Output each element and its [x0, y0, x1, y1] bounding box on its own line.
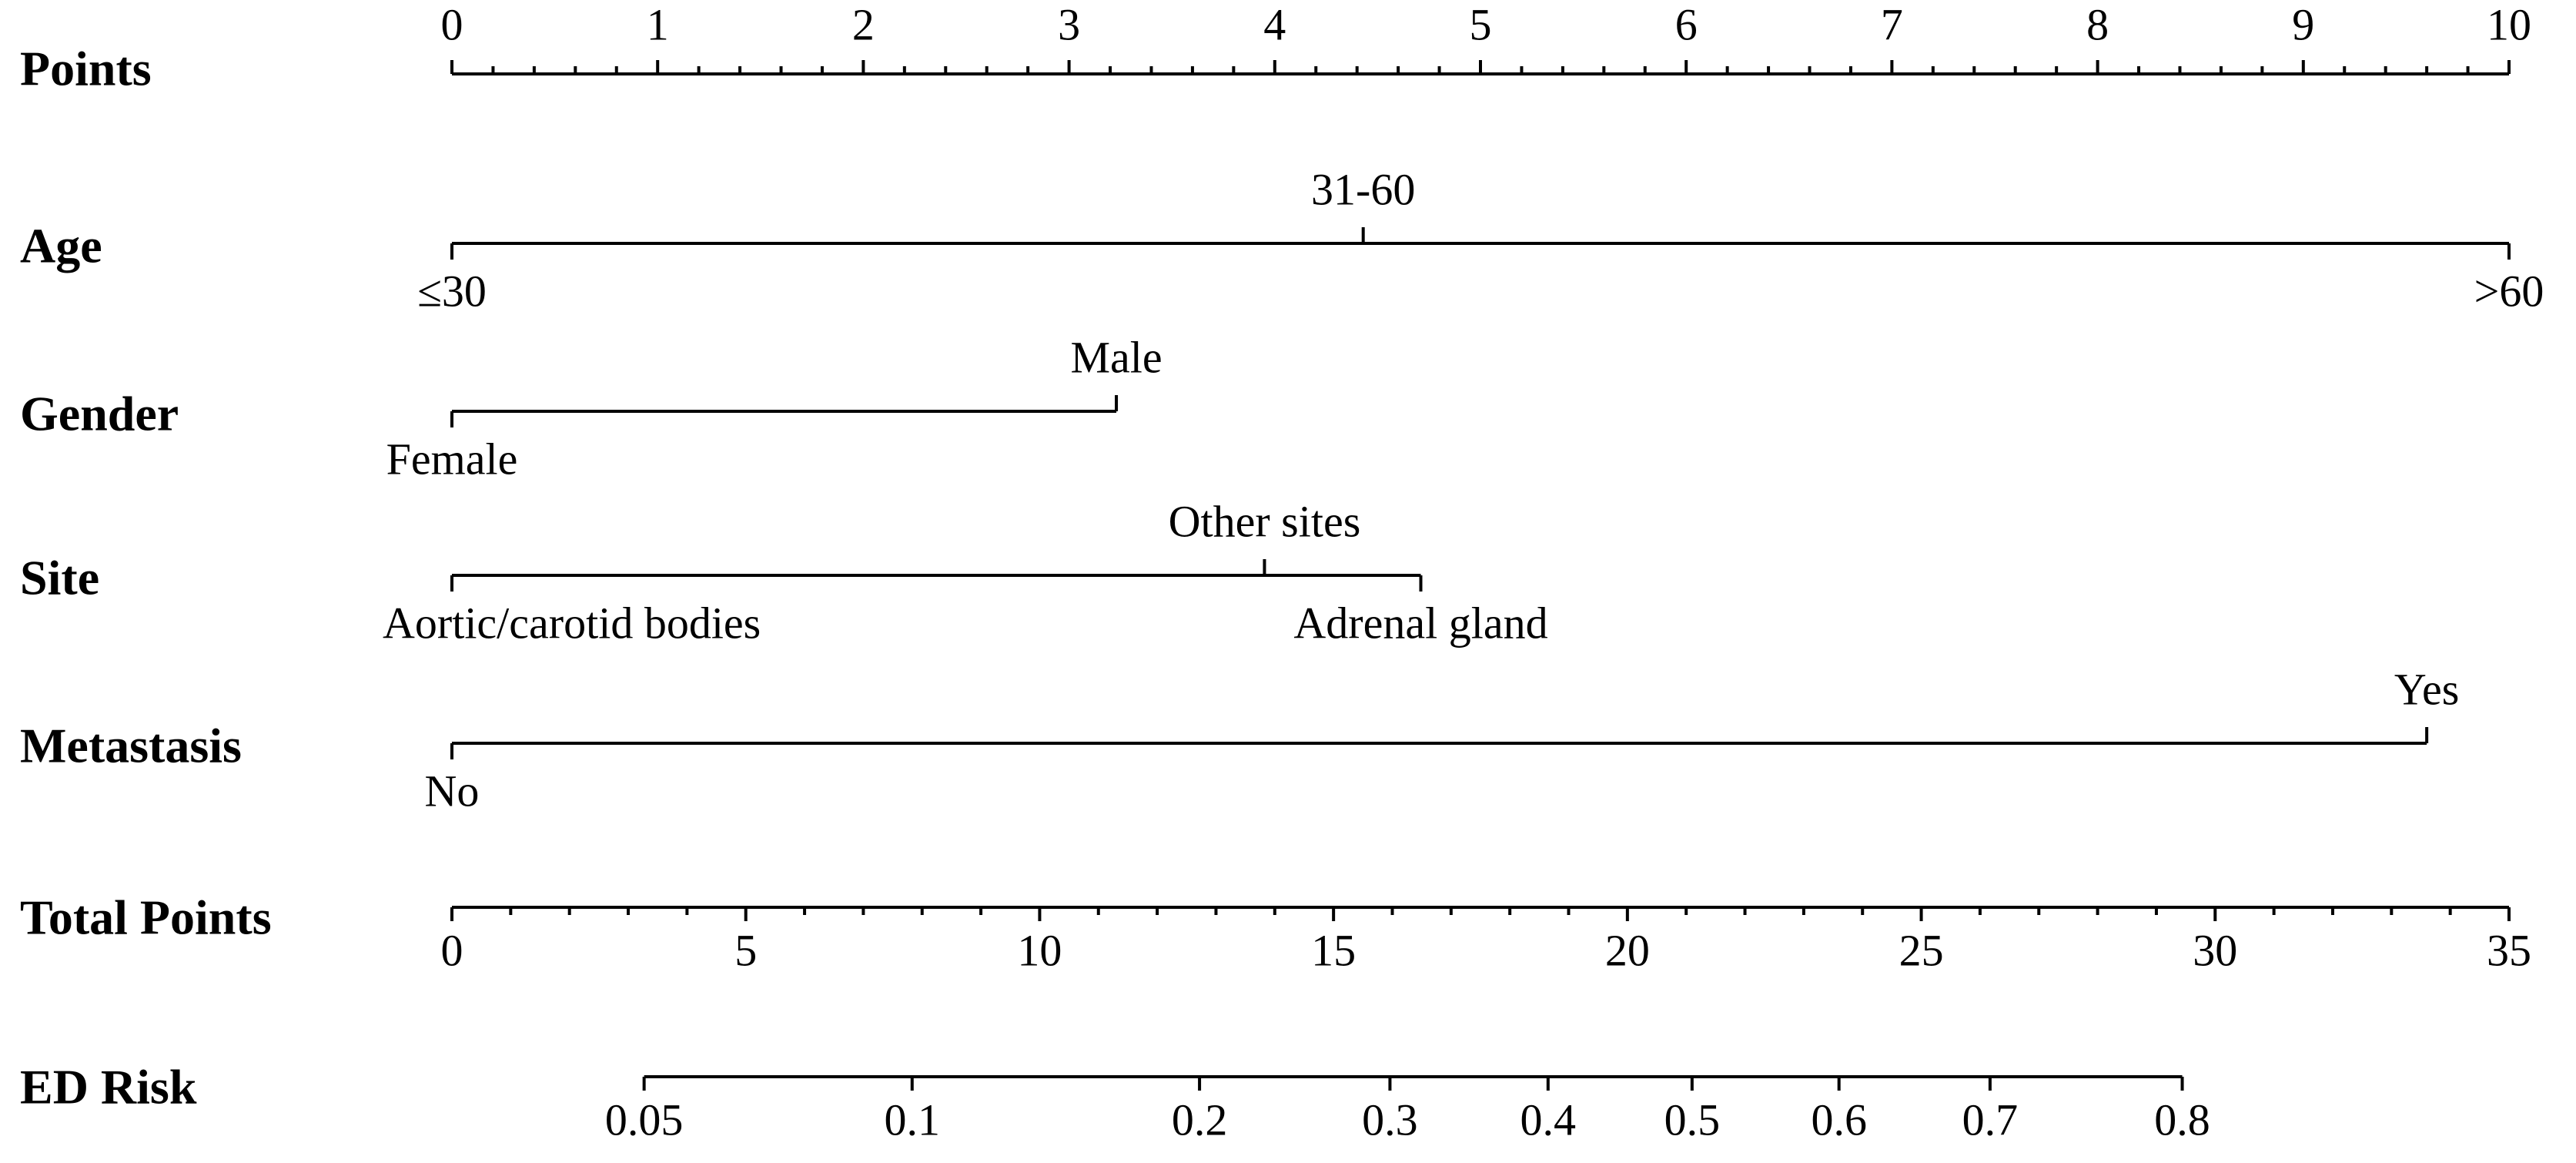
tick-label: 0	[441, 925, 463, 975]
tick-label: 7	[1881, 0, 1903, 49]
tick-label: 0.2	[1172, 1094, 1228, 1145]
level-label: 31-60	[1311, 164, 1415, 214]
row-title: Metastasis	[20, 719, 242, 773]
tick-label: 0.1	[885, 1094, 941, 1145]
tick-label: 35	[2487, 925, 2531, 975]
tick-label: 3	[1058, 0, 1080, 49]
tick-label: 0.05	[605, 1094, 684, 1145]
level-label: >60	[2474, 266, 2544, 316]
row-title: ED Risk	[20, 1060, 197, 1114]
tick-label: 10	[1017, 925, 1062, 975]
tick-label: 5	[1470, 0, 1492, 49]
row-title: Total Points	[20, 890, 272, 945]
tick-label: 6	[1675, 0, 1698, 49]
tick-label: 10	[2487, 0, 2531, 49]
level-label: No	[425, 766, 480, 816]
row-title: Age	[20, 219, 102, 273]
tick-label: 2	[852, 0, 875, 49]
level-label: Male	[1070, 332, 1162, 382]
tick-label: 8	[2086, 0, 2109, 49]
tick-label: 1	[647, 0, 669, 49]
level-label: Adrenal gland	[1293, 598, 1547, 648]
tick-label: 25	[1899, 925, 1944, 975]
level-label: ≤30	[417, 266, 487, 316]
tick-label: 4	[1263, 0, 1286, 49]
tick-label: 5	[734, 925, 757, 975]
tick-label: 0.8	[2154, 1094, 2210, 1145]
tick-label: 30	[2193, 925, 2237, 975]
tick-label: 0.5	[1664, 1094, 1721, 1145]
tick-label: 9	[2292, 0, 2314, 49]
tick-label: 0.7	[1962, 1094, 2019, 1145]
level-label: Yes	[2394, 664, 2459, 714]
level-label: Aortic/carotid bodies	[383, 598, 761, 648]
level-label: Female	[386, 434, 518, 484]
tick-label: 0.6	[1811, 1094, 1867, 1145]
row-title: Gender	[20, 387, 179, 441]
tick-label: 15	[1311, 925, 1356, 975]
level-label: Other sites	[1169, 496, 1361, 546]
row-title: Points	[20, 42, 152, 96]
tick-label: 0.3	[1362, 1094, 1418, 1145]
tick-label: 20	[1605, 925, 1650, 975]
row-title: Site	[20, 551, 99, 605]
tick-label: 0.4	[1521, 1094, 1577, 1145]
tick-label: 0	[441, 0, 463, 49]
